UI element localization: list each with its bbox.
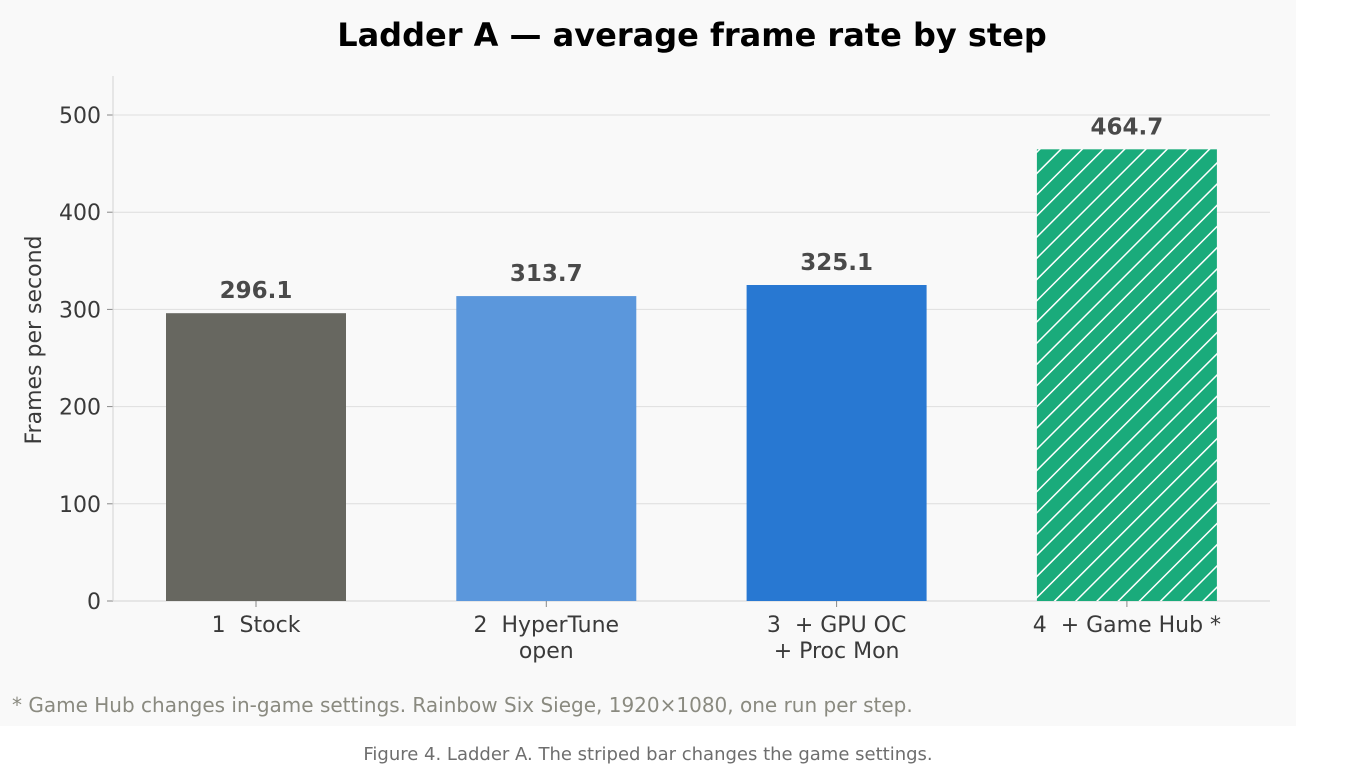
bar [166, 313, 346, 601]
x-tick-label: 4 + Game Hub * [1033, 613, 1221, 638]
y-tick-label: 400 [59, 201, 101, 226]
x-tick-label: 2 HyperTune [473, 613, 619, 638]
figure-caption: Figure 4. Ladder A. The striped bar chan… [363, 744, 933, 765]
chart-title: Ladder A — average frame rate by step [337, 16, 1047, 54]
y-tick-label: 300 [59, 298, 101, 323]
y-tick-label: 100 [59, 493, 101, 518]
bars [166, 149, 1217, 602]
labels: 0 100 200 300 400 500 296.1 1 Stock 313.7 2 Hyper… [59, 104, 1221, 664]
x-tick-label: 1 Stock [212, 613, 301, 638]
bar [456, 296, 637, 601]
bar [746, 285, 927, 601]
bar-value-label: 464.7 [1091, 114, 1164, 140]
bar-chart: Ladder A — average frame rate by step 0 1… [12, 16, 1270, 717]
bar-value-label: 296.1 [220, 278, 293, 304]
y-axis-label: Frames per second [22, 236, 47, 445]
y-tick-label: 500 [59, 104, 101, 129]
x-tick-label: + Proc Mon [774, 639, 900, 664]
y-tick-label: 0 [87, 590, 101, 615]
x-tick-label: 3 + GPU OC [767, 613, 907, 638]
y-tick-label: 200 [59, 396, 101, 421]
bar-value-label: 313.7 [510, 261, 583, 287]
bar [1036, 149, 1217, 602]
x-tick-label: open [519, 639, 574, 664]
bar-value-label: 325.1 [800, 250, 873, 276]
footnote: * Game Hub changes in-game settings. Rai… [12, 693, 913, 717]
